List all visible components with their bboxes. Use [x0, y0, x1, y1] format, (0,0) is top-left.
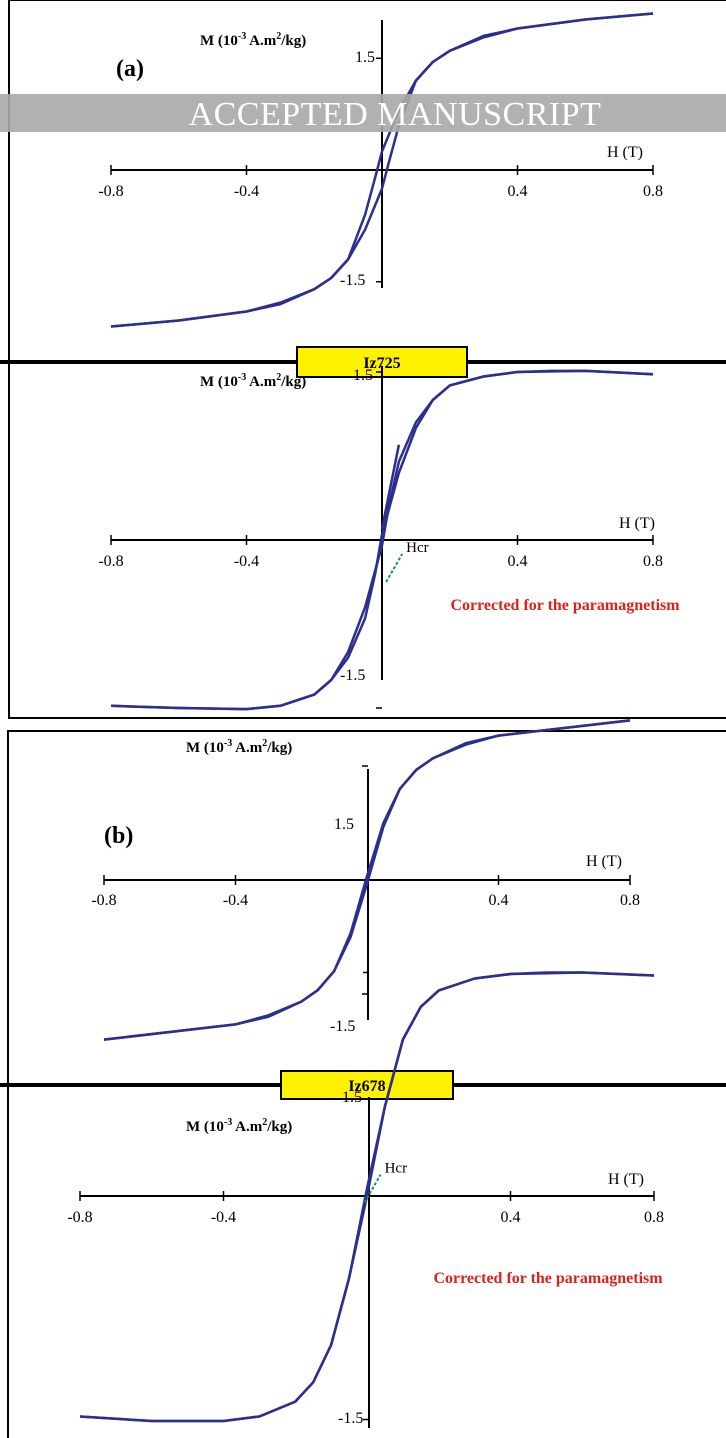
panel-letter-b: (b)	[104, 823, 133, 849]
group-b-frame	[7, 730, 726, 1438]
x-tick-label: -0.4	[234, 183, 259, 200]
y-tick-label: 1.5	[353, 367, 373, 384]
correction-note: Corrected for the paramagnetism	[433, 1270, 663, 1287]
y-axis-label: M (10-3 A.m2/kg)	[186, 1117, 292, 1135]
panel-letter-a: (a)	[116, 56, 144, 82]
sample-label-a-text: Iz725	[363, 355, 400, 372]
plot-b-corrected: -0.8 -0.4 0.4 0.8 1.5 -1.5 M (10-3 A.m2/kg) H (…	[67, 971, 664, 1428]
x-tick-label: 0.8	[644, 1209, 664, 1226]
hysteresis-branch-2	[103, 719, 631, 1041]
x-tick-label: -0.8	[98, 183, 123, 200]
x-tick-label: -0.4	[234, 553, 259, 570]
y-tick-label: -1.5	[340, 272, 365, 289]
hcr-line	[385, 553, 404, 583]
hysteresis-branch-2	[110, 369, 654, 711]
y-tick-label: -1.5	[330, 1018, 355, 1035]
x-tick-label: -0.4	[211, 1209, 236, 1226]
x-axis-label: H (T)	[619, 515, 655, 532]
x-tick-label: -0.4	[223, 892, 248, 909]
watermark-band	[0, 94, 726, 132]
x-tick-label: 0.8	[620, 892, 640, 909]
group-a-frame	[8, 0, 726, 719]
x-tick-label: 0.8	[643, 183, 663, 200]
x-axis-label: H (T)	[607, 144, 643, 161]
x-tick-label: -0.8	[98, 553, 123, 570]
y-axis-label: M (10-3 A.m2/kg)	[200, 31, 306, 49]
hcr-label: Hcr	[406, 540, 429, 556]
x-tick-label: -0.8	[67, 1209, 92, 1226]
x-axis-label: H (T)	[608, 1171, 644, 1188]
y-tick-label: 1.5	[355, 49, 375, 66]
x-tick-label: 0.4	[489, 892, 509, 909]
x-tick-label: 0.4	[508, 183, 528, 200]
y-axis-label: M (10-3 A.m2/kg)	[200, 372, 306, 390]
plot-a-raw: -0.8 -0.4 0.4 0.8 1.5 -1.5 M (10-3 A.m2/kg) H (…	[98, 12, 663, 328]
y-tick-label: -1.5	[340, 667, 365, 684]
x-tick-label: 0.4	[508, 553, 528, 570]
hcr-line	[363, 1174, 382, 1204]
sample-label-b: Iz678	[280, 1070, 454, 1100]
plot-b-raw: -0.8 -0.4 0.4 0.8 1.5 -1.5 M (10-3 A.m2/kg) H (…	[91, 719, 640, 1041]
y-tick-label: -1.5	[338, 1410, 363, 1427]
watermark: ACCEPTED MANUSCRIPT	[0, 94, 726, 133]
remanence-segment	[380, 444, 401, 530]
correction-note: Corrected for the paramagnetism	[450, 597, 680, 614]
watermark-text: ACCEPTED MANUSCRIPT	[189, 96, 602, 133]
y-axis-label: M (10-3 A.m2/kg)	[186, 738, 292, 756]
hcr-label: Hcr	[385, 1161, 408, 1177]
y-tick-label: 1.5	[342, 1089, 362, 1106]
hysteresis-branch-2	[110, 12, 654, 328]
y-tick-label: 1.5	[334, 816, 354, 833]
x-axis-label: H (T)	[586, 853, 622, 870]
sample-label-b-text: Iz678	[348, 1078, 385, 1095]
x-tick-label: 0.4	[501, 1209, 521, 1226]
x-tick-label: 0.8	[643, 553, 663, 570]
hysteresis-branch-2	[79, 971, 655, 1423]
x-tick-label: -0.8	[91, 892, 116, 909]
plot-a-corrected: -0.8 -0.4 0.4 0.8 1.5 -1.5 M (10-3 A.m2/kg) H (…	[98, 366, 680, 711]
